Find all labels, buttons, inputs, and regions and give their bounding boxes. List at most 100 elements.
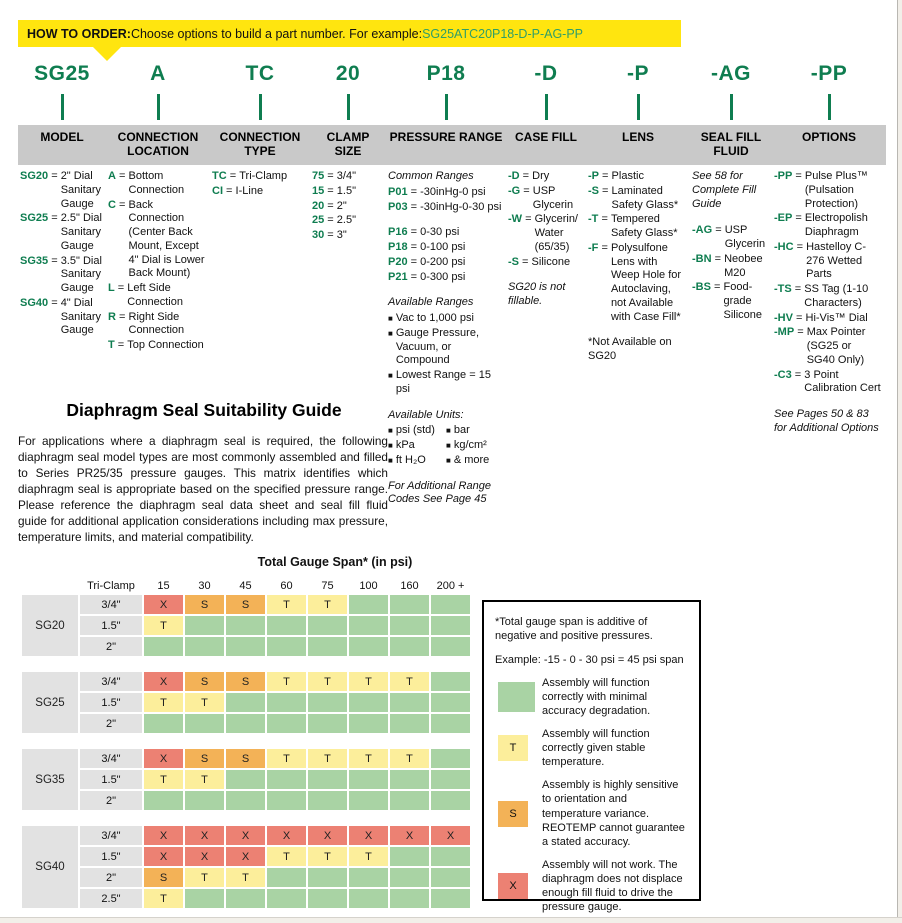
spacer <box>388 398 502 409</box>
option-code: -MP <box>774 326 795 339</box>
matrix-cell-g <box>390 714 429 733</box>
legend-example: Example: -15 - 0 - 30 psi = 45 psi span <box>495 653 684 666</box>
option-code: SG20 <box>20 170 49 182</box>
option-desc: 3.5" Dial Sanitary Gauge <box>60 254 102 295</box>
matrix-cell-g <box>308 637 347 656</box>
guide-title: Diaphragm Seal Suitability Guide <box>66 400 342 420</box>
option-entry: -W = Glycerin/ Water (65/35) <box>508 213 582 254</box>
spacer <box>508 270 582 281</box>
matrix-cell-g <box>431 847 470 866</box>
bullet-item: ■ bar <box>446 424 502 438</box>
italic-note: Available Units: <box>388 408 464 421</box>
column-header-9: OPTIONS <box>801 130 856 144</box>
matrix-cell-g <box>144 714 183 733</box>
equals-sign: = <box>115 198 129 211</box>
matrix-cell-g <box>390 693 429 712</box>
legend-swatch-x: X <box>498 872 528 899</box>
matrix-cell-x: X <box>390 826 429 845</box>
 <box>106 94 210 120</box>
banner-pointer-triangle <box>93 47 121 61</box>
option-entry: P20 = 0-200 psi <box>388 256 502 270</box>
option-code: -HV <box>774 311 793 324</box>
option-code: -AG <box>692 224 713 237</box>
matrix-size-label: 1.5" <box>80 616 142 635</box>
option-code: P01 <box>388 185 408 198</box>
matrix-title: Total Gauge Span* (in psi) <box>257 555 413 569</box>
option-entry: -P = Plastic <box>588 170 686 184</box>
bullet-item: ■ & more <box>446 454 502 468</box>
matrix-cell-t: T <box>349 749 388 768</box>
legend-swatch-wrap: T <box>495 735 542 762</box>
suitability-matrix: Tri-Clamp 15 30 45 60 75 100 160 200 + SG20 3/4" X S… <box>22 580 470 923</box>
legend-swatch-s: S <box>498 800 528 827</box>
matrix-cell-g <box>431 672 470 691</box>
matrix-cell-g <box>267 616 306 635</box>
option-entry: -BN = Neobee M20 <box>692 253 768 281</box>
equals-sign: = <box>407 185 421 198</box>
equals-sign: = <box>598 241 611 254</box>
column-body-1: SG20 = 2" Dial Sanitary Gauge SG25 = 2.5"… <box>18 170 106 509</box>
equals-sign: = <box>407 226 421 239</box>
bullet-pair: ■ kPa ■ kg/cm² <box>388 439 502 453</box>
bullet-text: & more <box>453 453 490 466</box>
option-desc: -30inHg-0 psi <box>420 185 486 198</box>
option-desc: 3 Point Calibration Cert <box>804 368 881 395</box>
matrix-cell-g <box>185 791 224 810</box>
equals-sign: = <box>48 296 61 309</box>
legend-text: Assembly will not work. The diaphragm do… <box>542 858 683 913</box>
italic-note: For Additional Range Codes See Page 45 <box>388 479 491 506</box>
segment-tick <box>60 94 64 120</box>
matrix-cell-g <box>308 791 347 810</box>
equals-sign: = <box>519 170 533 182</box>
equals-sign: = <box>324 199 337 212</box>
matrix-cell-g <box>349 889 388 908</box>
bullet-item: ■ kg/cm² <box>446 439 502 453</box>
matrix-cell-x: X <box>144 847 183 866</box>
matrix-cell-g <box>390 847 429 866</box>
matrix-row: 3/4" X S S T T T T <box>80 672 470 691</box>
matrix-cell-x: X <box>185 826 224 845</box>
option-code: -T <box>588 213 599 226</box>
matrix-size-label: 2" <box>80 714 142 733</box>
option-code: -PP <box>774 170 793 182</box>
matrix-cell-g <box>349 616 388 635</box>
option-desc: Glycerin/ Water (65/35) <box>534 213 578 253</box>
equals-sign: = <box>792 212 805 225</box>
option-desc: Dry <box>532 170 550 182</box>
part-number-segment-ticks <box>18 94 886 120</box>
column-header-4: CLAMP SIZE <box>326 130 370 159</box>
option-entry: T = Top Connection <box>108 339 206 353</box>
matrix-cell-x: X <box>267 826 306 845</box>
matrix-cell-t: T <box>390 749 429 768</box>
option-code: L <box>108 282 115 294</box>
matrix-cell-g <box>185 616 224 635</box>
matrix-cell-g <box>267 791 306 810</box>
 <box>18 94 106 120</box>
equals-sign: = <box>48 212 61 225</box>
matrix-cell-g <box>349 714 388 733</box>
equals-sign: = <box>791 283 805 295</box>
matrix-cell-t: T <box>185 693 224 712</box>
matrix-cell-t: T <box>308 595 347 614</box>
matrix-row: 1.5" T T <box>80 693 470 712</box>
equals-sign: = <box>48 170 61 182</box>
matrix-cell-g <box>226 770 265 789</box>
part-segment-A: A <box>150 62 166 85</box>
column-body-3: TC = Tri-Clamp CI = I-Line <box>210 170 310 509</box>
matrix-row: 2" <box>80 791 470 810</box>
matrix-span-header: 60 <box>280 580 293 592</box>
option-desc: Hastelloy C-276 Wetted Parts <box>806 240 867 281</box>
option-code: SG25 <box>20 212 49 225</box>
bullet-square-icon: ■ <box>388 426 393 436</box>
matrix-size-label: 1.5" <box>80 693 142 712</box>
option-desc: Neobee M20 <box>724 252 763 279</box>
bullet-text: kPa <box>395 439 415 451</box>
matrix-span-header: 75 <box>321 580 334 592</box>
legend-swatch-g <box>498 682 535 712</box>
option-code: -EP <box>774 212 793 225</box>
column-body-4: 75 = 3/4" 15 = 1.5" 20 = 2" 25 = 2.5" 30 = 3… <box>310 170 386 509</box>
part-segment-P: -P <box>627 62 649 85</box>
matrix-cell-s: S <box>144 868 183 887</box>
option-desc: USP Glycerin <box>532 184 574 211</box>
